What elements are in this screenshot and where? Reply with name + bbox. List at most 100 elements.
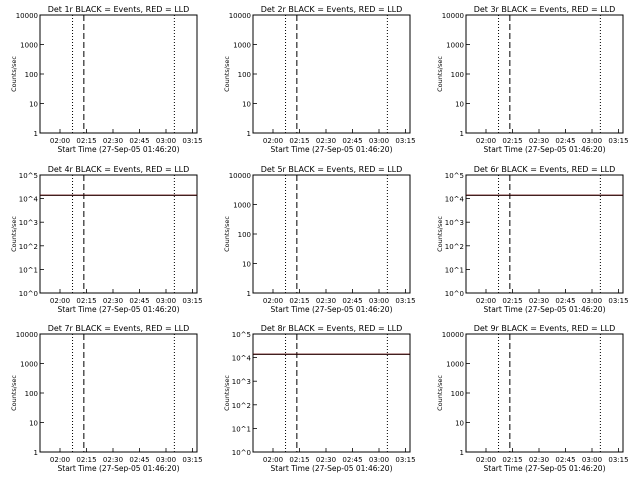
y-tick-label: 1 — [247, 290, 251, 298]
x-tick-label: 03:15 — [395, 297, 415, 305]
y-axis-label: Counts/sec — [436, 375, 444, 411]
chart-panel: Det 3r BLACK = Events, RED = LLD 1 10 100 10… — [436, 5, 629, 154]
plot-frame — [465, 174, 624, 294]
x-tick-label: 03:00 — [369, 456, 389, 464]
x-axis-label: Start Time (27-Sep-05 01:46:20) — [484, 305, 606, 314]
x-tick-label: 03:00 — [156, 297, 176, 305]
y-tick-label: 10^5 — [232, 331, 251, 339]
y-tick-label: 10^4 — [19, 196, 39, 204]
y-tick-label: 1 — [34, 449, 38, 457]
y-tick-label: 1000 — [20, 361, 38, 369]
y-tick-label: 10^4 — [232, 355, 252, 363]
chart-panel: Det 9r BLACK = Events, RED = LLD 1 10 100 10… — [436, 324, 629, 473]
plot-frame — [252, 174, 411, 294]
x-tick-label: 02:15 — [76, 137, 96, 145]
x-tick-label: 02:45 — [555, 456, 575, 464]
x-tick-label: 02:45 — [555, 137, 575, 145]
y-tick-label: 10 — [29, 420, 38, 428]
x-tick-label: 02:45 — [129, 137, 149, 145]
x-tick-label: 02:15 — [76, 456, 96, 464]
x-tick-label: 02:30 — [316, 137, 336, 145]
y-axis-label: Counts/sec — [10, 216, 18, 252]
x-tick-label: 03:15 — [608, 297, 628, 305]
y-tick-label: 10^3 — [19, 219, 38, 227]
y-tick-label: 100 — [238, 231, 251, 239]
x-tick-label: 02:00 — [50, 137, 70, 145]
y-tick-label: 10^3 — [232, 378, 251, 386]
x-tick-label: 03:00 — [369, 137, 389, 145]
y-tick-label: 1 — [34, 130, 38, 138]
y-tick-label: 10 — [29, 101, 38, 109]
x-tick-label: 02:45 — [555, 297, 575, 305]
x-tick-label: 03:15 — [608, 137, 628, 145]
x-tick-label: 02:00 — [476, 137, 496, 145]
y-tick-label: 10000 — [229, 172, 251, 180]
y-tick-label: 10^2 — [19, 243, 38, 251]
x-axis-label: Start Time (27-Sep-05 01:46:20) — [58, 145, 180, 154]
x-tick-label: 02:30 — [316, 297, 336, 305]
y-tick-label: 10^1 — [232, 425, 251, 433]
y-tick-label: 1000 — [233, 42, 251, 50]
x-tick-label: 02:30 — [529, 456, 549, 464]
chart-title: Det 5r BLACK = Events, RED = LLD — [261, 165, 403, 174]
x-tick-label: 03:00 — [156, 137, 176, 145]
x-axis-label: Start Time (27-Sep-05 01:46:20) — [484, 464, 606, 473]
y-tick-label: 10^1 — [445, 266, 464, 274]
x-tick-label: 02:15 — [502, 137, 522, 145]
plot-frame — [39, 14, 198, 134]
x-tick-label: 02:30 — [103, 456, 123, 464]
chart-panel: Det 2r BLACK = Events, RED = LLD 1 10 100 10… — [223, 5, 416, 154]
y-axis-label: Counts/sec — [10, 56, 18, 92]
chart-title: Det 8r BLACK = Events, RED = LLD — [261, 324, 403, 333]
x-tick-label: 03:15 — [182, 297, 202, 305]
x-axis-label: Start Time (27-Sep-05 01:46:20) — [271, 145, 393, 154]
chart-panel: Det 8r BLACK = Events, RED = LLD 10^0 10^1… — [223, 324, 416, 473]
y-tick-label: 1 — [460, 449, 464, 457]
x-tick-label: 03:00 — [369, 297, 389, 305]
plot-frame — [252, 333, 411, 453]
chart-title: Det 4r BLACK = Events, RED = LLD — [48, 165, 190, 174]
y-tick-label: 10000 — [16, 331, 38, 339]
y-tick-label: 1 — [247, 130, 251, 138]
x-tick-label: 02:45 — [342, 456, 362, 464]
y-tick-label: 10 — [242, 101, 251, 109]
x-tick-label: 03:00 — [582, 137, 602, 145]
x-tick-label: 02:15 — [76, 297, 96, 305]
x-tick-label: 02:15 — [502, 297, 522, 305]
plot-frame — [39, 174, 198, 294]
y-tick-label: 10^0 — [232, 449, 251, 457]
y-tick-label: 1000 — [446, 361, 464, 369]
y-tick-label: 100 — [451, 71, 464, 79]
chart-panel: Det 4r BLACK = Events, RED = LLD 10^0 10^1… — [10, 165, 203, 314]
y-tick-label: 10 — [455, 420, 464, 428]
y-tick-label: 10^5 — [445, 172, 464, 180]
x-tick-label: 02:30 — [103, 137, 123, 145]
y-axis-label: Counts/sec — [436, 216, 444, 252]
x-tick-label: 02:00 — [50, 456, 70, 464]
chart-panel: Det 5r BLACK = Events, RED = LLD 1 10 100 10… — [223, 165, 416, 314]
x-tick-label: 02:45 — [342, 297, 362, 305]
y-tick-label: 10^0 — [19, 290, 38, 298]
x-tick-label: 02:15 — [289, 456, 309, 464]
y-tick-label: 10000 — [442, 331, 464, 339]
x-tick-label: 03:15 — [182, 456, 202, 464]
chart-title: Det 2r BLACK = Events, RED = LLD — [261, 5, 403, 14]
chart-panel: Det 6r BLACK = Events, RED = LLD 10^0 10^1… — [436, 165, 629, 314]
y-tick-label: 100 — [25, 390, 38, 398]
x-tick-label: 03:00 — [582, 456, 602, 464]
x-axis-label: Start Time (27-Sep-05 01:46:20) — [58, 464, 180, 473]
x-tick-label: 03:15 — [395, 137, 415, 145]
y-axis-label: Counts/sec — [223, 375, 231, 411]
y-tick-label: 1000 — [20, 42, 38, 50]
x-tick-label: 02:00 — [263, 456, 283, 464]
x-axis-label: Start Time (27-Sep-05 01:46:20) — [271, 305, 393, 314]
y-axis-label: Counts/sec — [223, 216, 231, 252]
y-axis-label: Counts/sec — [223, 56, 231, 92]
y-tick-label: 1000 — [446, 42, 464, 50]
x-axis-label: Start Time (27-Sep-05 01:46:20) — [271, 464, 393, 473]
y-tick-label: 10000 — [16, 12, 38, 20]
y-tick-label: 10^3 — [445, 219, 464, 227]
chart-title: Det 6r BLACK = Events, RED = LLD — [474, 165, 616, 174]
